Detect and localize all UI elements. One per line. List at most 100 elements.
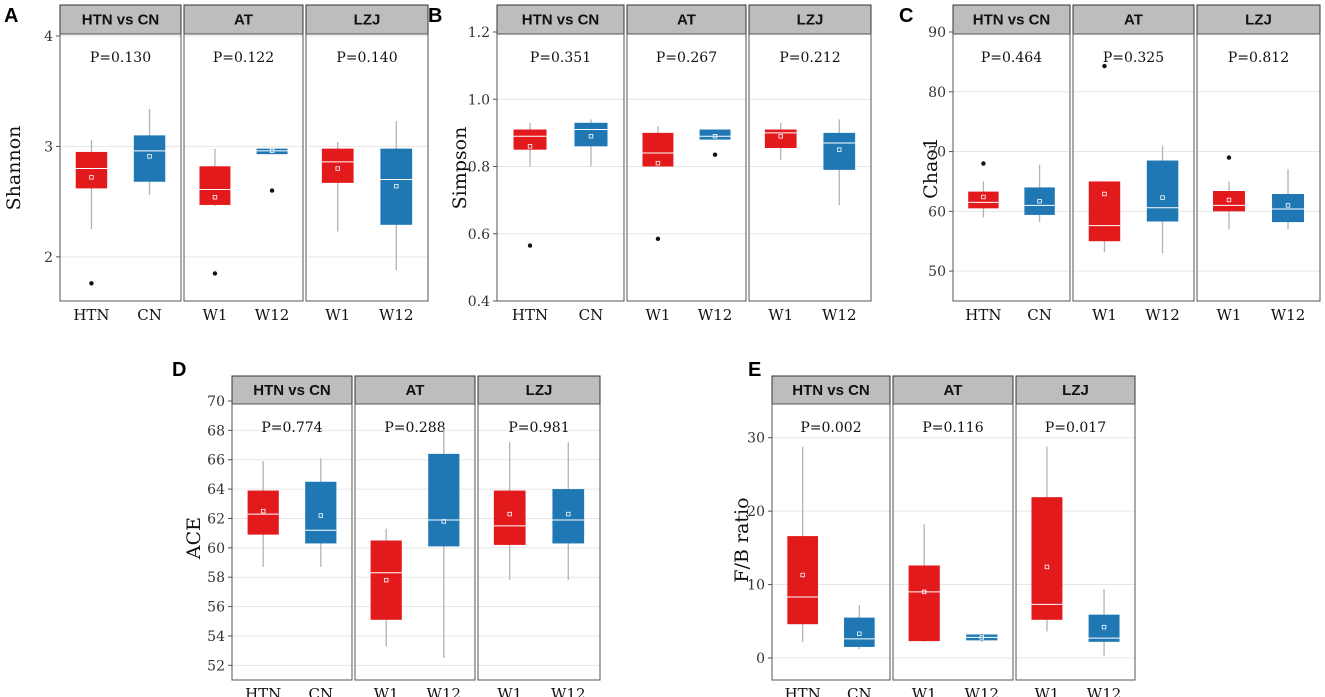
box-cn[interactable] bbox=[843, 605, 875, 650]
box-body[interactable] bbox=[552, 489, 585, 544]
box-body[interactable] bbox=[370, 540, 402, 620]
y-tick-label: 70 bbox=[207, 394, 225, 410]
outlier-point[interactable] bbox=[1226, 155, 1232, 160]
box-body[interactable] bbox=[764, 129, 797, 149]
x-tick-label: W1 bbox=[768, 306, 793, 324]
box-w12[interactable] bbox=[428, 428, 460, 658]
box-htn[interactable] bbox=[968, 161, 999, 218]
box-w12[interactable] bbox=[380, 121, 413, 271]
mean-marker bbox=[147, 154, 152, 159]
outlier-point[interactable] bbox=[269, 188, 275, 193]
mean-marker bbox=[527, 144, 533, 149]
outlier-point[interactable] bbox=[89, 281, 94, 286]
p-value-label: P=0.122 bbox=[213, 50, 274, 66]
box-body[interactable] bbox=[1088, 181, 1121, 242]
facet-strip-title: HTN vs CN bbox=[82, 12, 160, 29]
box-body[interactable] bbox=[428, 453, 460, 547]
box-body[interactable] bbox=[133, 135, 166, 182]
box-w1[interactable] bbox=[1031, 446, 1063, 632]
outlier-point[interactable] bbox=[527, 243, 533, 248]
box-w1[interactable] bbox=[1212, 155, 1245, 230]
box-body[interactable] bbox=[1272, 193, 1305, 223]
y-tick-label: 64 bbox=[207, 482, 225, 498]
y-tick-label: 66 bbox=[207, 453, 225, 469]
box-body[interactable] bbox=[642, 132, 674, 167]
box-w12[interactable] bbox=[1272, 169, 1305, 230]
box-body[interactable] bbox=[305, 481, 337, 544]
box-body[interactable] bbox=[321, 148, 354, 183]
facet-strip bbox=[477, 375, 601, 405]
box-w1[interactable] bbox=[764, 122, 797, 160]
box-w12[interactable] bbox=[256, 147, 288, 193]
box-cn[interactable] bbox=[1024, 164, 1055, 223]
box-htn[interactable] bbox=[247, 461, 279, 567]
box-w12[interactable] bbox=[966, 633, 998, 642]
box-w1[interactable] bbox=[321, 142, 354, 232]
facet-strip-title: AT bbox=[406, 382, 425, 399]
box-w12[interactable] bbox=[823, 119, 856, 206]
box-w12[interactable] bbox=[1146, 145, 1179, 254]
mean-marker bbox=[712, 134, 718, 139]
box-htn[interactable] bbox=[787, 446, 819, 642]
box-w12[interactable] bbox=[699, 129, 731, 157]
p-value-label: P=0.267 bbox=[656, 50, 717, 66]
mean-marker bbox=[857, 631, 862, 636]
box-body[interactable] bbox=[908, 565, 940, 642]
box-body[interactable] bbox=[380, 148, 413, 225]
box-body[interactable] bbox=[787, 536, 819, 625]
x-tick-label: W1 bbox=[374, 685, 399, 697]
y-tick-label: 10 bbox=[747, 578, 765, 594]
box-body[interactable] bbox=[493, 490, 526, 545]
box-body[interactable] bbox=[256, 148, 288, 155]
box-cn[interactable] bbox=[305, 458, 337, 567]
p-value-label: P=0.812 bbox=[1228, 50, 1289, 66]
outlier-point[interactable] bbox=[712, 152, 718, 157]
facet-frame bbox=[477, 403, 601, 681]
facet-strip-title: HTN vs CN bbox=[522, 12, 600, 29]
box-w12[interactable] bbox=[552, 442, 585, 581]
panel-e: E F/B ratio HTN vs CN P=0.002 HTN CN AT P=0.116… bbox=[731, 359, 1136, 697]
mean-marker bbox=[1285, 203, 1291, 208]
facet-strip-title: HTN vs CN bbox=[253, 382, 331, 399]
box-body[interactable] bbox=[1212, 191, 1245, 212]
facet-htn-vs-cn: HTN vs CN P=0.351 HTN CN bbox=[496, 4, 625, 324]
x-tick-label: W1 bbox=[202, 306, 227, 324]
box-body[interactable] bbox=[513, 129, 547, 150]
box-body[interactable] bbox=[1031, 497, 1063, 620]
facet-frame bbox=[354, 403, 476, 681]
y-tick-label: 68 bbox=[207, 423, 225, 439]
box-body[interactable] bbox=[968, 191, 999, 209]
box-htn[interactable] bbox=[513, 122, 547, 248]
outlier-point[interactable] bbox=[212, 271, 218, 276]
box-w1[interactable] bbox=[1088, 63, 1121, 252]
box-body[interactable] bbox=[199, 166, 231, 205]
box-w1[interactable] bbox=[199, 148, 231, 276]
outlier-point[interactable] bbox=[1102, 63, 1107, 69]
p-value-label: P=0.464 bbox=[981, 50, 1042, 66]
box-cn[interactable] bbox=[133, 108, 166, 195]
y-tick-label: 62 bbox=[207, 511, 225, 527]
box-w1[interactable] bbox=[642, 126, 674, 241]
box-htn[interactable] bbox=[75, 139, 108, 286]
outlier-point[interactable] bbox=[981, 161, 986, 166]
p-value-label: P=0.212 bbox=[779, 50, 840, 66]
box-cn[interactable] bbox=[574, 119, 608, 167]
box-w1[interactable] bbox=[493, 442, 526, 581]
facet-strip bbox=[231, 375, 353, 405]
box-w1[interactable] bbox=[908, 524, 940, 642]
panel-letter-a: A bbox=[4, 5, 18, 27]
mean-marker bbox=[318, 513, 323, 518]
y-axis-title: F/B ratio bbox=[731, 497, 753, 582]
x-tick-label: W1 bbox=[645, 306, 670, 324]
y-tick-label: 70 bbox=[928, 145, 946, 161]
panel-c: C Chao1 HTN vs CN P=0.464 HTN CN AT P=0.325 W1 W1… bbox=[899, 4, 1321, 324]
facet-at: AT P=0.122 W1 W12 bbox=[183, 4, 304, 324]
box-body[interactable] bbox=[1088, 614, 1120, 642]
outlier-point[interactable] bbox=[655, 236, 661, 241]
mean-marker bbox=[383, 577, 389, 583]
box-body[interactable] bbox=[75, 151, 108, 189]
box-w1[interactable] bbox=[370, 528, 402, 647]
box-body[interactable] bbox=[1024, 187, 1055, 215]
box-body[interactable] bbox=[1146, 160, 1179, 222]
box-w12[interactable] bbox=[1088, 588, 1120, 656]
